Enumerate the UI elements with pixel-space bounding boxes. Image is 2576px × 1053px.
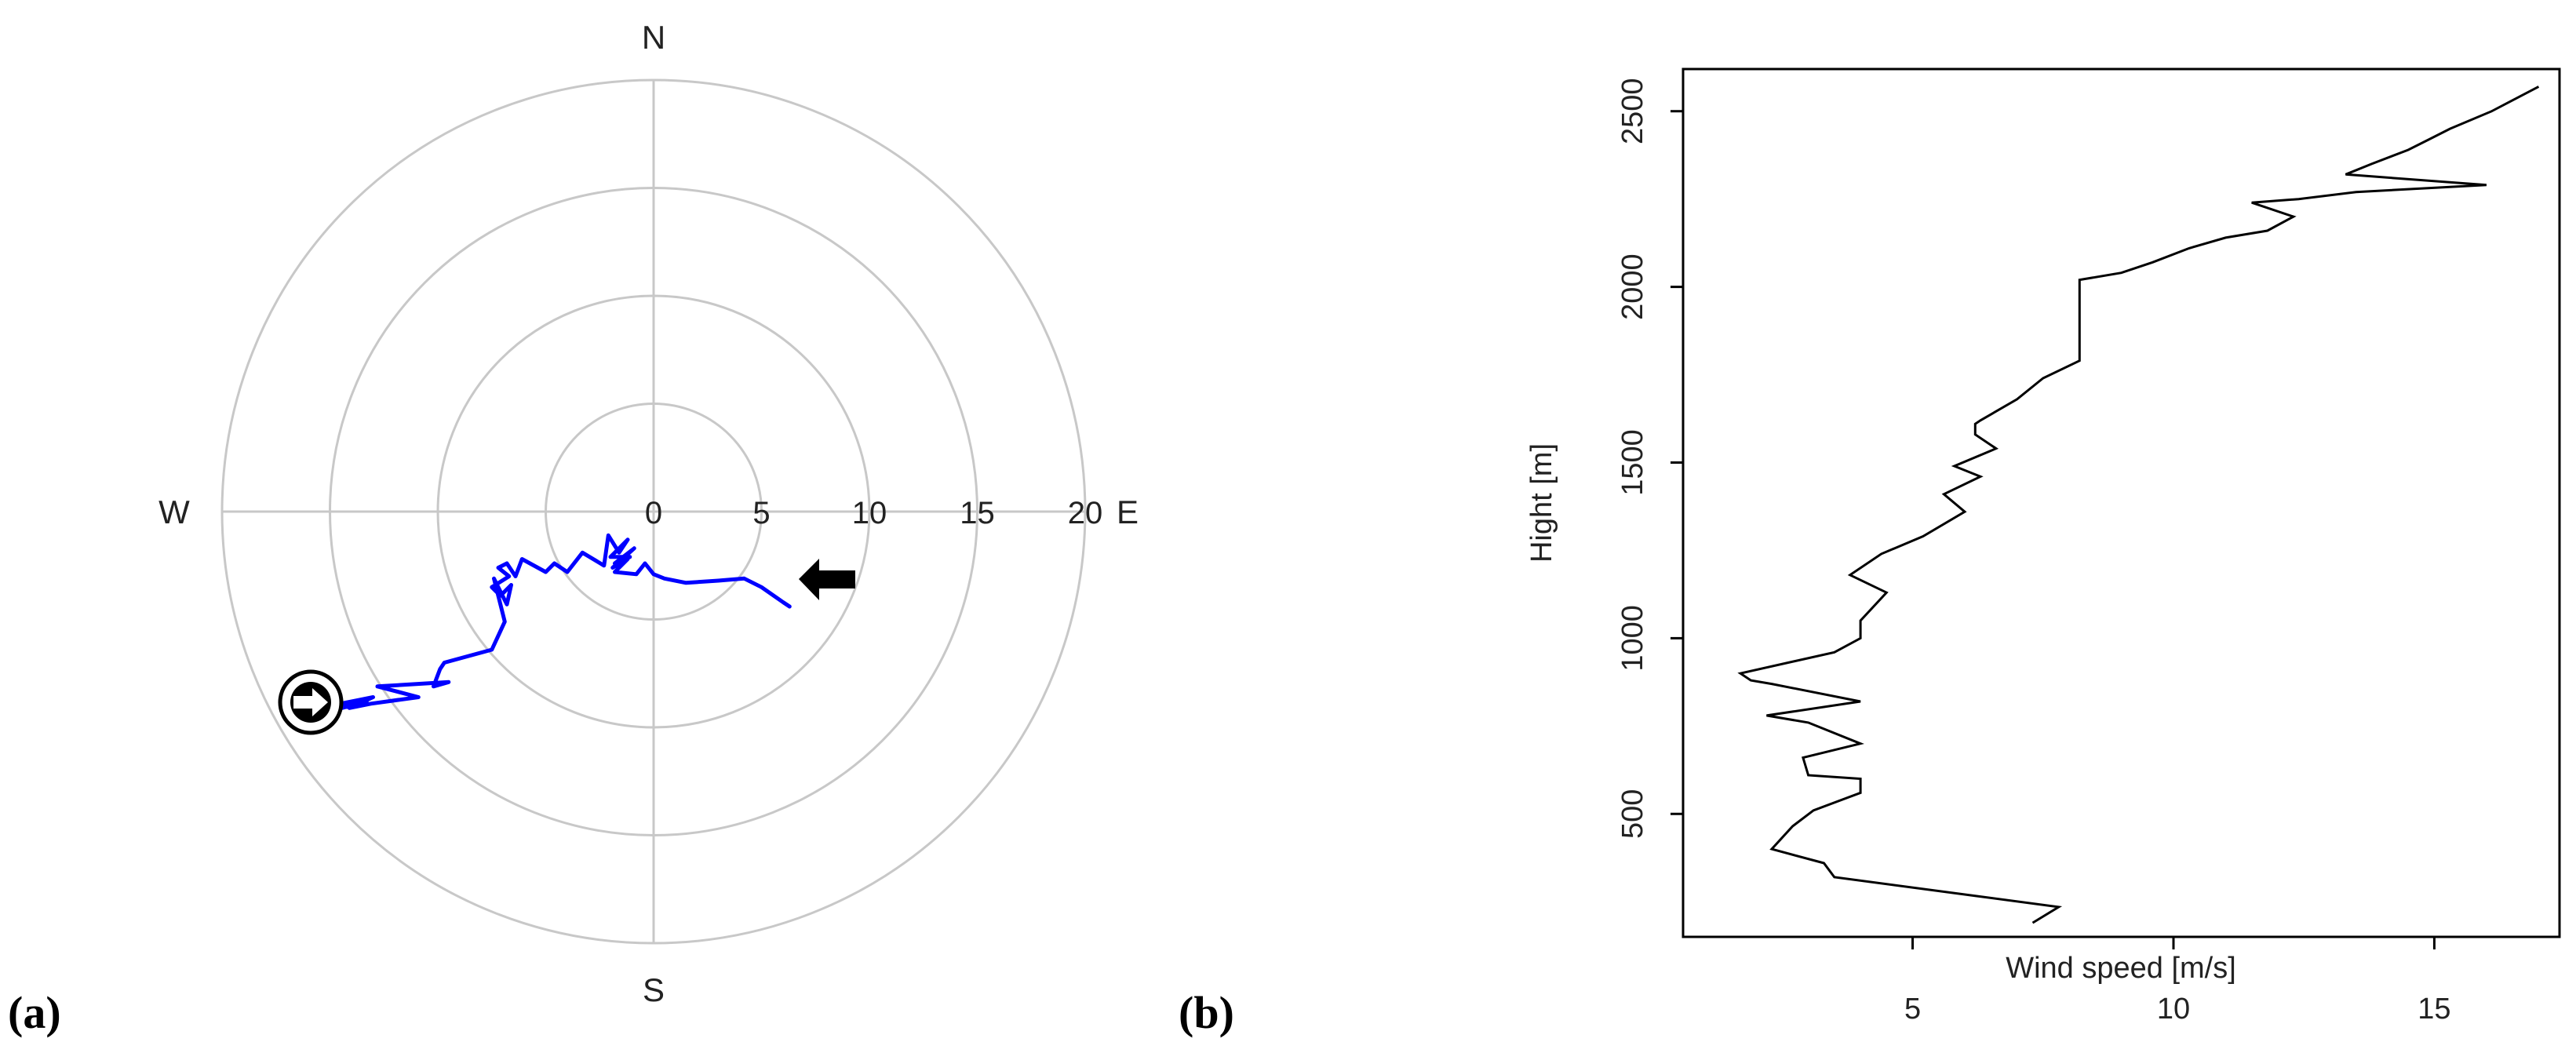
radial-tick-label-10: 10 bbox=[852, 496, 887, 530]
radial-tick-label-20: 20 bbox=[1068, 496, 1103, 530]
panel-a-label: (a) bbox=[8, 987, 61, 1038]
x-axis: 5 10 15 bbox=[1904, 937, 2451, 1026]
compass-west-label: W bbox=[158, 494, 190, 530]
panel-a-polar-hodograph: 0 5 10 15 20 N S W E (a) bbox=[8, 19, 1139, 1038]
wind-profile-series-line bbox=[1737, 86, 2540, 924]
polar-grid bbox=[220, 78, 1087, 945]
compass-south-label: S bbox=[643, 971, 665, 1008]
compass-east-label: E bbox=[1117, 494, 1139, 530]
radial-tick-label-15: 15 bbox=[960, 496, 995, 530]
y-tick-label-1500: 1500 bbox=[1616, 429, 1649, 496]
y-tick-label-2000: 2000 bbox=[1616, 253, 1649, 320]
plot-frame bbox=[1682, 67, 2561, 938]
radial-tick-label-0: 0 bbox=[645, 496, 662, 530]
x-tick-label-15: 15 bbox=[2418, 993, 2450, 1026]
x-tick-label-10: 10 bbox=[2157, 993, 2190, 1026]
x-tick-label-5: 5 bbox=[1904, 993, 1921, 1026]
hodograph-series-line bbox=[323, 533, 792, 715]
radial-tick-label-5: 5 bbox=[752, 496, 770, 530]
y-tick-label-1000: 1000 bbox=[1616, 605, 1649, 672]
y-tick-label-500: 500 bbox=[1616, 789, 1649, 839]
polar-radial-ticks: 0 5 10 15 20 bbox=[645, 496, 1102, 530]
start-arrow-icon bbox=[799, 559, 855, 600]
y-axis-label: Hight [m] bbox=[1525, 443, 1558, 563]
y-tick-label-2500: 2500 bbox=[1616, 78, 1649, 144]
compass-north-label: N bbox=[642, 19, 665, 56]
end-arrow-icon bbox=[278, 669, 344, 735]
panel-b-wind-profile: 5 10 15 500 1000 1500 2000 2500 Wind speed [m/… bbox=[1179, 67, 2561, 1038]
panel-b-label: (b) bbox=[1179, 987, 1234, 1038]
y-axis: 500 1000 1500 2000 2500 bbox=[1616, 78, 1683, 839]
x-axis-label: Wind speed [m/s] bbox=[2006, 952, 2236, 985]
